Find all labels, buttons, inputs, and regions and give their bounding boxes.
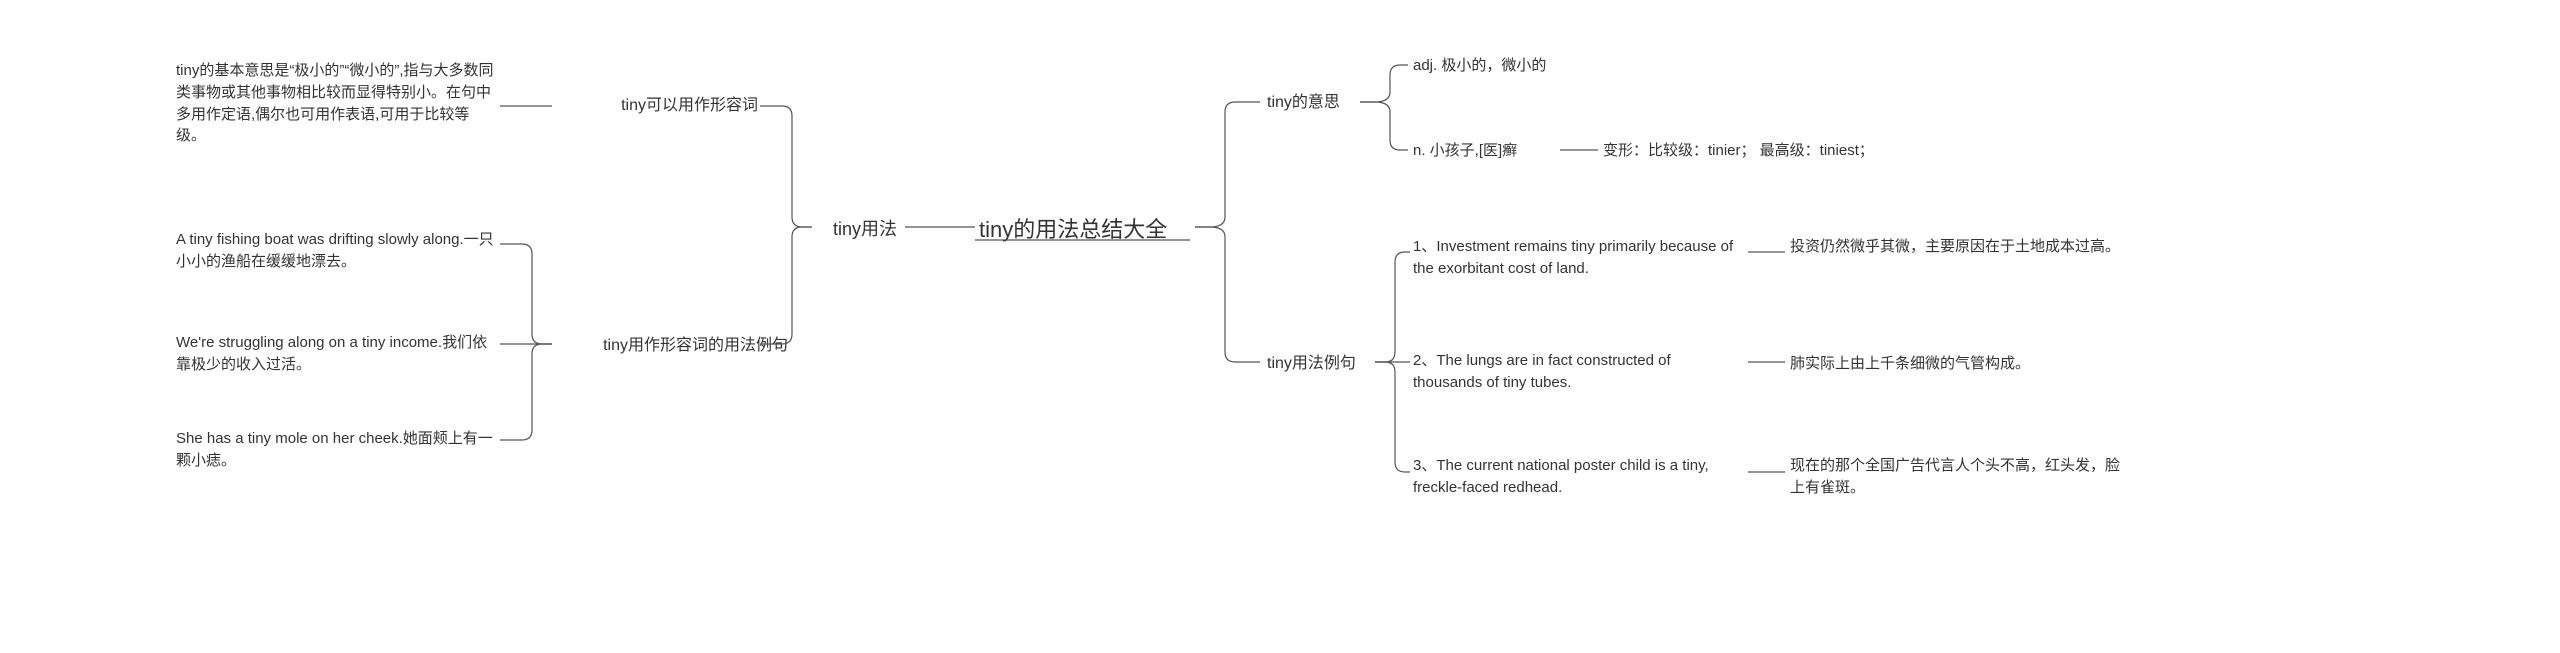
right-leaf-meaning-n-detail: 变形：比较级：tinier； 最高级：tiniest； (1603, 140, 1953, 162)
right-leaf-ex3-en: 3、The current national poster child is a… (1413, 455, 1743, 499)
right-leaf-ex1-en: 1、Investment remains tiny primarily beca… (1413, 236, 1743, 280)
left-level1: tiny用法 (817, 216, 897, 242)
right-leaf-meaning-n: n. 小孩子,[医]癣 (1413, 140, 1563, 162)
left-leaf-ex1: A tiny fishing boat was drifting slowly … (176, 229, 496, 273)
right-leaf-ex1-zh: 投资仍然微乎其微，主要原因在于土地成本过高。 (1790, 236, 2120, 258)
left-branch-examples: tiny用作形容词的用法例句 (558, 334, 788, 357)
right-branch-meaning: tiny的意思 (1267, 91, 1340, 114)
right-leaf-ex2-zh: 肺实际上由上千条细微的气管构成。 (1790, 353, 2120, 375)
right-leaf-ex2-en: 2、The lungs are in fact constructed of t… (1413, 350, 1743, 394)
left-leaf-ex2: We're struggling along on a tiny income.… (176, 332, 496, 376)
right-leaf-meaning-adj: adj. 极小的，微小的 (1413, 55, 1713, 77)
left-leaf-ex3: She has a tiny mole on her cheek.她面颊上有一颗… (176, 428, 496, 472)
right-branch-examples: tiny用法例句 (1267, 352, 1356, 375)
left-branch-adj: tiny可以用作形容词 (558, 94, 758, 117)
right-leaf-ex3-zh: 现在的那个全国广告代言人个头不高，红头发，脸上有雀斑。 (1790, 455, 2120, 499)
left-leaf-adj-desc: tiny的基本意思是“极小的”“微小的”,指与大多数同类事物或其他事物相比较而显… (176, 60, 496, 147)
center-node: tiny的用法总结大全 (979, 214, 1167, 246)
